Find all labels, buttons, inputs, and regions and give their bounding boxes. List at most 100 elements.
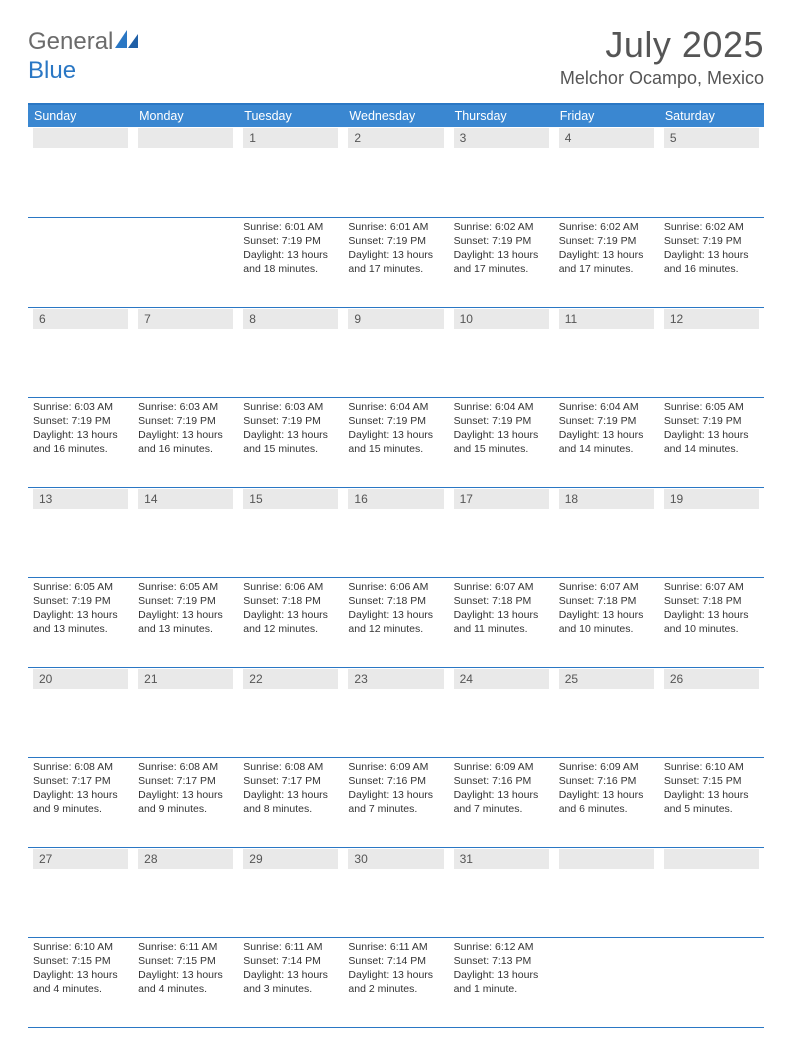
daylight-text: and 13 minutes.: [33, 622, 128, 636]
day-details: Sunrise: 6:08 AMSunset: 7:17 PMDaylight:…: [138, 758, 233, 817]
day-cell: Sunrise: 6:10 AMSunset: 7:15 PMDaylight:…: [28, 937, 133, 1027]
day-details: Sunrise: 6:02 AMSunset: 7:19 PMDaylight:…: [559, 218, 654, 277]
sunrise-text: Sunrise: 6:01 AM: [348, 220, 443, 234]
day-cell: Sunrise: 6:02 AMSunset: 7:19 PMDaylight:…: [449, 217, 554, 307]
sunrise-text: Sunrise: 6:10 AM: [664, 760, 759, 774]
day-details: Sunrise: 6:05 AMSunset: 7:19 PMDaylight:…: [33, 578, 128, 637]
location: Melchor Ocampo, Mexico: [560, 68, 764, 89]
sunrise-text: Sunrise: 6:02 AM: [454, 220, 549, 234]
sunrise-text: Sunrise: 6:10 AM: [33, 940, 128, 954]
daylight-text: Daylight: 13 hours: [33, 788, 128, 802]
day-number: [664, 848, 759, 869]
sunset-text: Sunset: 7:15 PM: [664, 774, 759, 788]
week-row: Sunrise: 6:01 AMSunset: 7:19 PMDaylight:…: [28, 217, 764, 307]
weekday-header: Wednesday: [343, 104, 448, 127]
daylight-text: Daylight: 13 hours: [559, 248, 654, 262]
day-number: 8: [243, 308, 338, 329]
sunset-text: Sunset: 7:19 PM: [664, 234, 759, 248]
day-details: Sunrise: 6:01 AMSunset: 7:19 PMDaylight:…: [348, 218, 443, 277]
day-details: Sunrise: 6:02 AMSunset: 7:19 PMDaylight:…: [664, 218, 759, 277]
daylight-text: Daylight: 13 hours: [664, 608, 759, 622]
day-number: 19: [664, 488, 759, 509]
day-number: 20: [33, 668, 128, 689]
day-cell: Sunrise: 6:04 AMSunset: 7:19 PMDaylight:…: [343, 397, 448, 487]
daylight-text: and 1 minute.: [454, 982, 549, 996]
day-number: [559, 848, 654, 869]
day-details: Sunrise: 6:04 AMSunset: 7:19 PMDaylight:…: [454, 398, 549, 457]
daynum-cell: 24: [449, 667, 554, 757]
daylight-text: Daylight: 13 hours: [454, 788, 549, 802]
sunset-text: Sunset: 7:19 PM: [243, 234, 338, 248]
day-number: 13: [33, 488, 128, 509]
daynum-row: 2728293031: [28, 847, 764, 937]
daynum-cell: 9: [343, 307, 448, 397]
sunset-text: Sunset: 7:17 PM: [243, 774, 338, 788]
daylight-text: Daylight: 13 hours: [348, 428, 443, 442]
day-cell: Sunrise: 6:12 AMSunset: 7:13 PMDaylight:…: [449, 937, 554, 1027]
day-details: Sunrise: 6:09 AMSunset: 7:16 PMDaylight:…: [348, 758, 443, 817]
day-details: Sunrise: 6:11 AMSunset: 7:15 PMDaylight:…: [138, 938, 233, 997]
day-cell: Sunrise: 6:06 AMSunset: 7:18 PMDaylight:…: [343, 577, 448, 667]
sunset-text: Sunset: 7:19 PM: [348, 234, 443, 248]
calendar-table: Sunday Monday Tuesday Wednesday Thursday…: [28, 103, 764, 1028]
day-details: Sunrise: 6:08 AMSunset: 7:17 PMDaylight:…: [243, 758, 338, 817]
sunset-text: Sunset: 7:17 PM: [33, 774, 128, 788]
day-number: 14: [138, 488, 233, 509]
daynum-cell: [133, 127, 238, 217]
sunset-text: Sunset: 7:14 PM: [243, 954, 338, 968]
daylight-text: Daylight: 13 hours: [243, 788, 338, 802]
daylight-text: Daylight: 13 hours: [138, 788, 233, 802]
day-cell: Sunrise: 6:09 AMSunset: 7:16 PMDaylight:…: [554, 757, 659, 847]
day-cell: Sunrise: 6:07 AMSunset: 7:18 PMDaylight:…: [554, 577, 659, 667]
daynum-cell: 27: [28, 847, 133, 937]
daylight-text: Daylight: 13 hours: [348, 788, 443, 802]
daylight-text: Daylight: 13 hours: [348, 968, 443, 982]
daylight-text: and 7 minutes.: [454, 802, 549, 816]
sunrise-text: Sunrise: 6:08 AM: [243, 760, 338, 774]
daylight-text: and 16 minutes.: [138, 442, 233, 456]
day-cell: Sunrise: 6:04 AMSunset: 7:19 PMDaylight:…: [449, 397, 554, 487]
daylight-text: Daylight: 13 hours: [348, 248, 443, 262]
day-number: 22: [243, 668, 338, 689]
day-number: [138, 127, 233, 148]
day-details: Sunrise: 6:12 AMSunset: 7:13 PMDaylight:…: [454, 938, 549, 997]
sunset-text: Sunset: 7:19 PM: [348, 414, 443, 428]
day-details: Sunrise: 6:08 AMSunset: 7:17 PMDaylight:…: [33, 758, 128, 817]
daylight-text: and 16 minutes.: [664, 262, 759, 276]
sunrise-text: Sunrise: 6:11 AM: [138, 940, 233, 954]
day-details: Sunrise: 6:07 AMSunset: 7:18 PMDaylight:…: [559, 578, 654, 637]
sunrise-text: Sunrise: 6:03 AM: [243, 400, 338, 414]
day-cell: Sunrise: 6:08 AMSunset: 7:17 PMDaylight:…: [133, 757, 238, 847]
sunset-text: Sunset: 7:19 PM: [33, 594, 128, 608]
day-cell: Sunrise: 6:03 AMSunset: 7:19 PMDaylight:…: [238, 397, 343, 487]
daylight-text: and 11 minutes.: [454, 622, 549, 636]
month-title: July 2025: [560, 24, 764, 66]
sunrise-text: Sunrise: 6:01 AM: [243, 220, 338, 234]
day-details: Sunrise: 6:03 AMSunset: 7:19 PMDaylight:…: [243, 398, 338, 457]
day-cell: [554, 937, 659, 1027]
week-row: Sunrise: 6:05 AMSunset: 7:19 PMDaylight:…: [28, 577, 764, 667]
day-number: 5: [664, 127, 759, 148]
daynum-row: 6789101112: [28, 307, 764, 397]
daylight-text: and 5 minutes.: [664, 802, 759, 816]
sunrise-text: Sunrise: 6:05 AM: [33, 580, 128, 594]
day-cell: Sunrise: 6:09 AMSunset: 7:16 PMDaylight:…: [449, 757, 554, 847]
weekday-header-row: Sunday Monday Tuesday Wednesday Thursday…: [28, 104, 764, 127]
sunrise-text: Sunrise: 6:06 AM: [243, 580, 338, 594]
weekday-header: Friday: [554, 104, 659, 127]
day-details: Sunrise: 6:10 AMSunset: 7:15 PMDaylight:…: [33, 938, 128, 997]
sunset-text: Sunset: 7:17 PM: [138, 774, 233, 788]
daylight-text: Daylight: 13 hours: [138, 608, 233, 622]
day-details: Sunrise: 6:09 AMSunset: 7:16 PMDaylight:…: [454, 758, 549, 817]
day-details: Sunrise: 6:07 AMSunset: 7:18 PMDaylight:…: [664, 578, 759, 637]
daylight-text: Daylight: 13 hours: [33, 608, 128, 622]
daylight-text: and 4 minutes.: [138, 982, 233, 996]
daylight-text: and 17 minutes.: [559, 262, 654, 276]
daylight-text: and 10 minutes.: [664, 622, 759, 636]
sunset-text: Sunset: 7:19 PM: [33, 414, 128, 428]
daynum-cell: 13: [28, 487, 133, 577]
sunrise-text: Sunrise: 6:09 AM: [348, 760, 443, 774]
sunset-text: Sunset: 7:14 PM: [348, 954, 443, 968]
sunset-text: Sunset: 7:19 PM: [559, 234, 654, 248]
day-number: 9: [348, 308, 443, 329]
